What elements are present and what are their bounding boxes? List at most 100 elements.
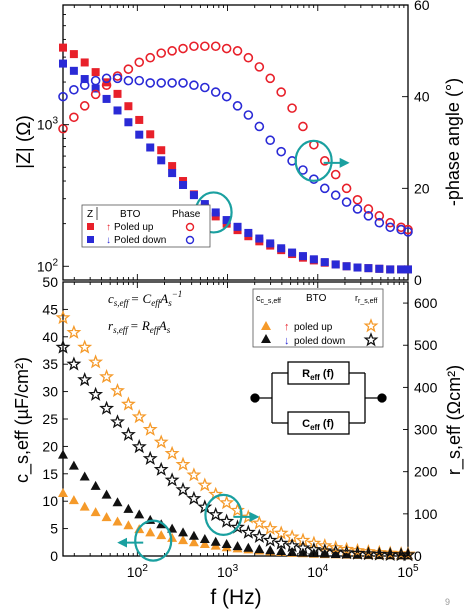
data-point-circle [101, 80, 112, 91]
bottom-right-tick-label: 0 [414, 548, 422, 564]
data-point-star [197, 499, 213, 514]
data-point-square [404, 265, 412, 274]
data-point-square [124, 102, 133, 111]
bottom-left-tick-label: 15 [42, 466, 58, 482]
data-point-circle [221, 91, 232, 102]
bottom-legend-box [252, 288, 384, 348]
data-point-square [375, 264, 384, 273]
data-point-circle [210, 87, 221, 97]
data-point-circle [189, 80, 199, 91]
data-point-circle [265, 135, 276, 146]
data-point-square [233, 222, 242, 231]
data-point-star [230, 502, 245, 517]
bottom-panel-data [55, 309, 416, 562]
data-point-circle [232, 46, 243, 56]
data-point-square [331, 260, 340, 269]
bottom-legend-header-c: cc_s,eff [256, 293, 281, 305]
data-point-triangle [188, 537, 199, 547]
data-point-star [88, 386, 104, 401]
data-point-triangle [178, 527, 189, 537]
data-point-triangle [79, 501, 90, 511]
data-point-star [142, 450, 158, 466]
data-point-star [99, 400, 115, 415]
data-point-triangle [265, 545, 276, 555]
data-point-square [222, 216, 231, 225]
top-right-axis-title: -phase angle (°) [443, 78, 463, 206]
data-point-square [386, 265, 395, 274]
data-point-star [77, 371, 93, 387]
data-point-triangle [145, 527, 156, 537]
top-legend-up-z-marker [87, 223, 94, 230]
data-point-star [66, 324, 82, 339]
x-tick-label: 102 [127, 563, 149, 580]
series-phase-poled-down [58, 73, 413, 237]
data-point-star [99, 368, 115, 384]
data-point-triangle [112, 516, 123, 526]
top-legend-box [81, 204, 211, 248]
data-point-square [113, 106, 122, 115]
data-point-circle [352, 204, 363, 214]
data-point-square [266, 239, 275, 248]
data-point-triangle [123, 520, 134, 530]
data-point-triangle [58, 449, 68, 459]
data-point-triangle [199, 538, 210, 548]
data-point-square [168, 169, 177, 178]
data-point-star [400, 546, 416, 561]
bottom-legend-down-r-marker [363, 332, 379, 347]
teal-annotations [117, 139, 350, 562]
data-point-triangle [199, 534, 210, 544]
data-point-square [135, 115, 144, 124]
bottom-left-tick-label: 5 [50, 521, 58, 537]
data-point-star [120, 396, 136, 411]
equations: cs,eff = CeffAs−1 rs,eff = ReffAs [108, 289, 182, 335]
data-point-star [153, 461, 169, 476]
data-point-square [91, 84, 100, 93]
data-point-circle [101, 73, 112, 84]
bottom-right-tick-label: 300 [414, 422, 438, 438]
data-point-circle [145, 52, 156, 63]
data-point-triangle [297, 547, 308, 557]
data-point-star [240, 524, 256, 539]
data-point-square [157, 146, 166, 155]
top-panel-data [58, 41, 413, 274]
top-legend-header-z: Z [87, 209, 93, 220]
data-point-triangle [210, 536, 221, 546]
data-point-circle [319, 156, 330, 166]
data-point-square [364, 264, 373, 273]
data-point-triangle [156, 530, 167, 540]
circuit-resistor-box [287, 361, 350, 385]
bottom-legend-header-bto: BTO [306, 293, 327, 304]
data-point-circle [69, 84, 79, 95]
data-point-circle [134, 57, 145, 68]
bottom-left-tick-label: 30 [42, 384, 58, 400]
data-point-circle [167, 78, 177, 88]
bottom-right-tick-label: 500 [414, 337, 438, 353]
data-point-square [309, 255, 318, 264]
data-point-circle [330, 190, 341, 201]
data-point-star [230, 519, 245, 534]
data-point-star [77, 339, 93, 354]
data-point-circle [189, 41, 199, 52]
data-point-circle [330, 169, 341, 180]
data-point-triangle [79, 471, 90, 481]
x-tick-label: 105 [397, 563, 419, 580]
top-annotation-1-circle [294, 139, 333, 182]
bottom-right-tick-label: 600 [414, 295, 438, 311]
data-point-star [66, 356, 82, 371]
data-point-triangle [167, 532, 178, 542]
bottom-annotation-0-circle [134, 519, 173, 562]
data-point-circle [69, 112, 79, 123]
bottom-legend-up-r-marker [363, 318, 379, 333]
top-right-tick-label: 0 [414, 272, 422, 288]
top-plot-frame [62, 4, 409, 281]
bottom-left-tick-label: 25 [42, 411, 58, 427]
data-point-star [382, 545, 398, 560]
data-point-star [175, 456, 191, 471]
data-point-star [360, 543, 376, 559]
data-point-star [273, 535, 289, 550]
data-point-triangle [134, 509, 145, 519]
data-point-star [295, 540, 311, 555]
data-point-triangle [276, 546, 287, 556]
x-tick-label: 103 [217, 563, 239, 580]
top-legend-up-label: Poled up [114, 222, 154, 233]
